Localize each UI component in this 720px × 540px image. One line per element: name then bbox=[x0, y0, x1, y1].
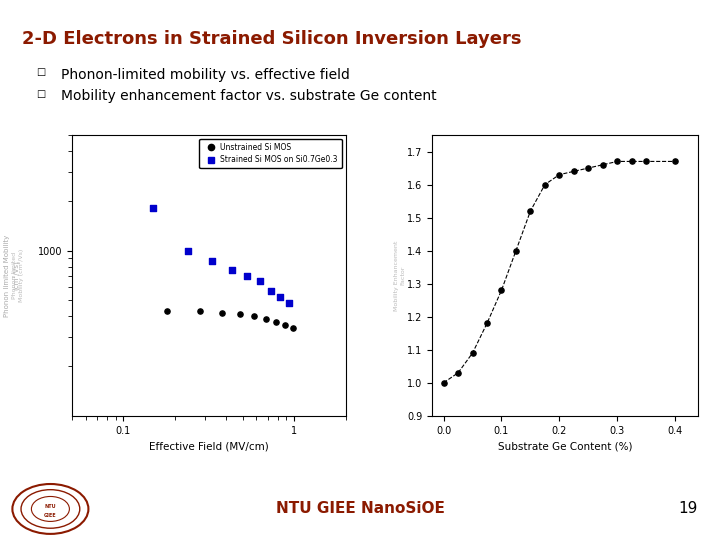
Text: Phonon limited
Mobility (cm²/Vs): Phonon limited Mobility (cm²/Vs) bbox=[12, 249, 24, 302]
Point bbox=[226, 266, 238, 274]
Point bbox=[234, 309, 246, 318]
Point bbox=[641, 157, 652, 166]
Point bbox=[283, 299, 294, 307]
Text: Phonon limited Mobility
(cm²/Vs): Phonon limited Mobility (cm²/Vs) bbox=[4, 234, 19, 316]
Point bbox=[194, 307, 205, 315]
Point bbox=[241, 272, 253, 280]
Point bbox=[568, 167, 580, 176]
Point bbox=[670, 157, 681, 166]
Text: Phonon-limited mobility vs. effective field: Phonon-limited mobility vs. effective fi… bbox=[61, 68, 350, 82]
Point bbox=[274, 293, 286, 302]
Point bbox=[279, 321, 290, 329]
Text: Mobility Enhancement
Factor: Mobility Enhancement Factor bbox=[395, 240, 405, 310]
Point bbox=[161, 307, 173, 315]
Point bbox=[265, 287, 276, 295]
Point bbox=[217, 308, 228, 317]
Point bbox=[582, 164, 594, 172]
Text: 2-D Electrons in Strained Silicon Inversion Layers: 2-D Electrons in Strained Silicon Invers… bbox=[22, 30, 521, 48]
Point bbox=[554, 170, 565, 179]
Point bbox=[626, 157, 638, 166]
Text: Mobility enhancement factor vs. substrate Ge content: Mobility enhancement factor vs. substrat… bbox=[61, 89, 437, 103]
X-axis label: Substrate Ge Content (%): Substrate Ge Content (%) bbox=[498, 441, 632, 451]
Point bbox=[467, 349, 478, 357]
Point bbox=[481, 319, 492, 328]
Text: □: □ bbox=[36, 89, 45, 99]
Text: GIEE: GIEE bbox=[44, 513, 57, 518]
Point bbox=[260, 315, 271, 323]
Point bbox=[254, 277, 266, 286]
Point bbox=[287, 323, 299, 332]
Point bbox=[510, 246, 522, 255]
Point bbox=[597, 160, 608, 169]
Point bbox=[183, 246, 194, 255]
Text: 19: 19 bbox=[678, 501, 697, 516]
Text: NTU GIEE NanoSiOE: NTU GIEE NanoSiOE bbox=[276, 501, 444, 516]
Point bbox=[452, 368, 464, 377]
Point bbox=[248, 312, 259, 321]
Point bbox=[496, 286, 508, 295]
Point bbox=[611, 157, 623, 166]
Point bbox=[148, 204, 159, 213]
Point bbox=[438, 379, 449, 387]
Text: □: □ bbox=[36, 68, 45, 78]
Legend: Unstrained Si MOS, Strained Si MOS on Si0.7Ge0.3: Unstrained Si MOS, Strained Si MOS on Si… bbox=[199, 139, 342, 168]
Point bbox=[270, 318, 282, 326]
Text: NTU: NTU bbox=[45, 504, 56, 509]
Point bbox=[539, 180, 551, 189]
Point bbox=[206, 256, 217, 265]
Point bbox=[525, 207, 536, 215]
X-axis label: Effective Field (MV/cm): Effective Field (MV/cm) bbox=[149, 441, 269, 451]
